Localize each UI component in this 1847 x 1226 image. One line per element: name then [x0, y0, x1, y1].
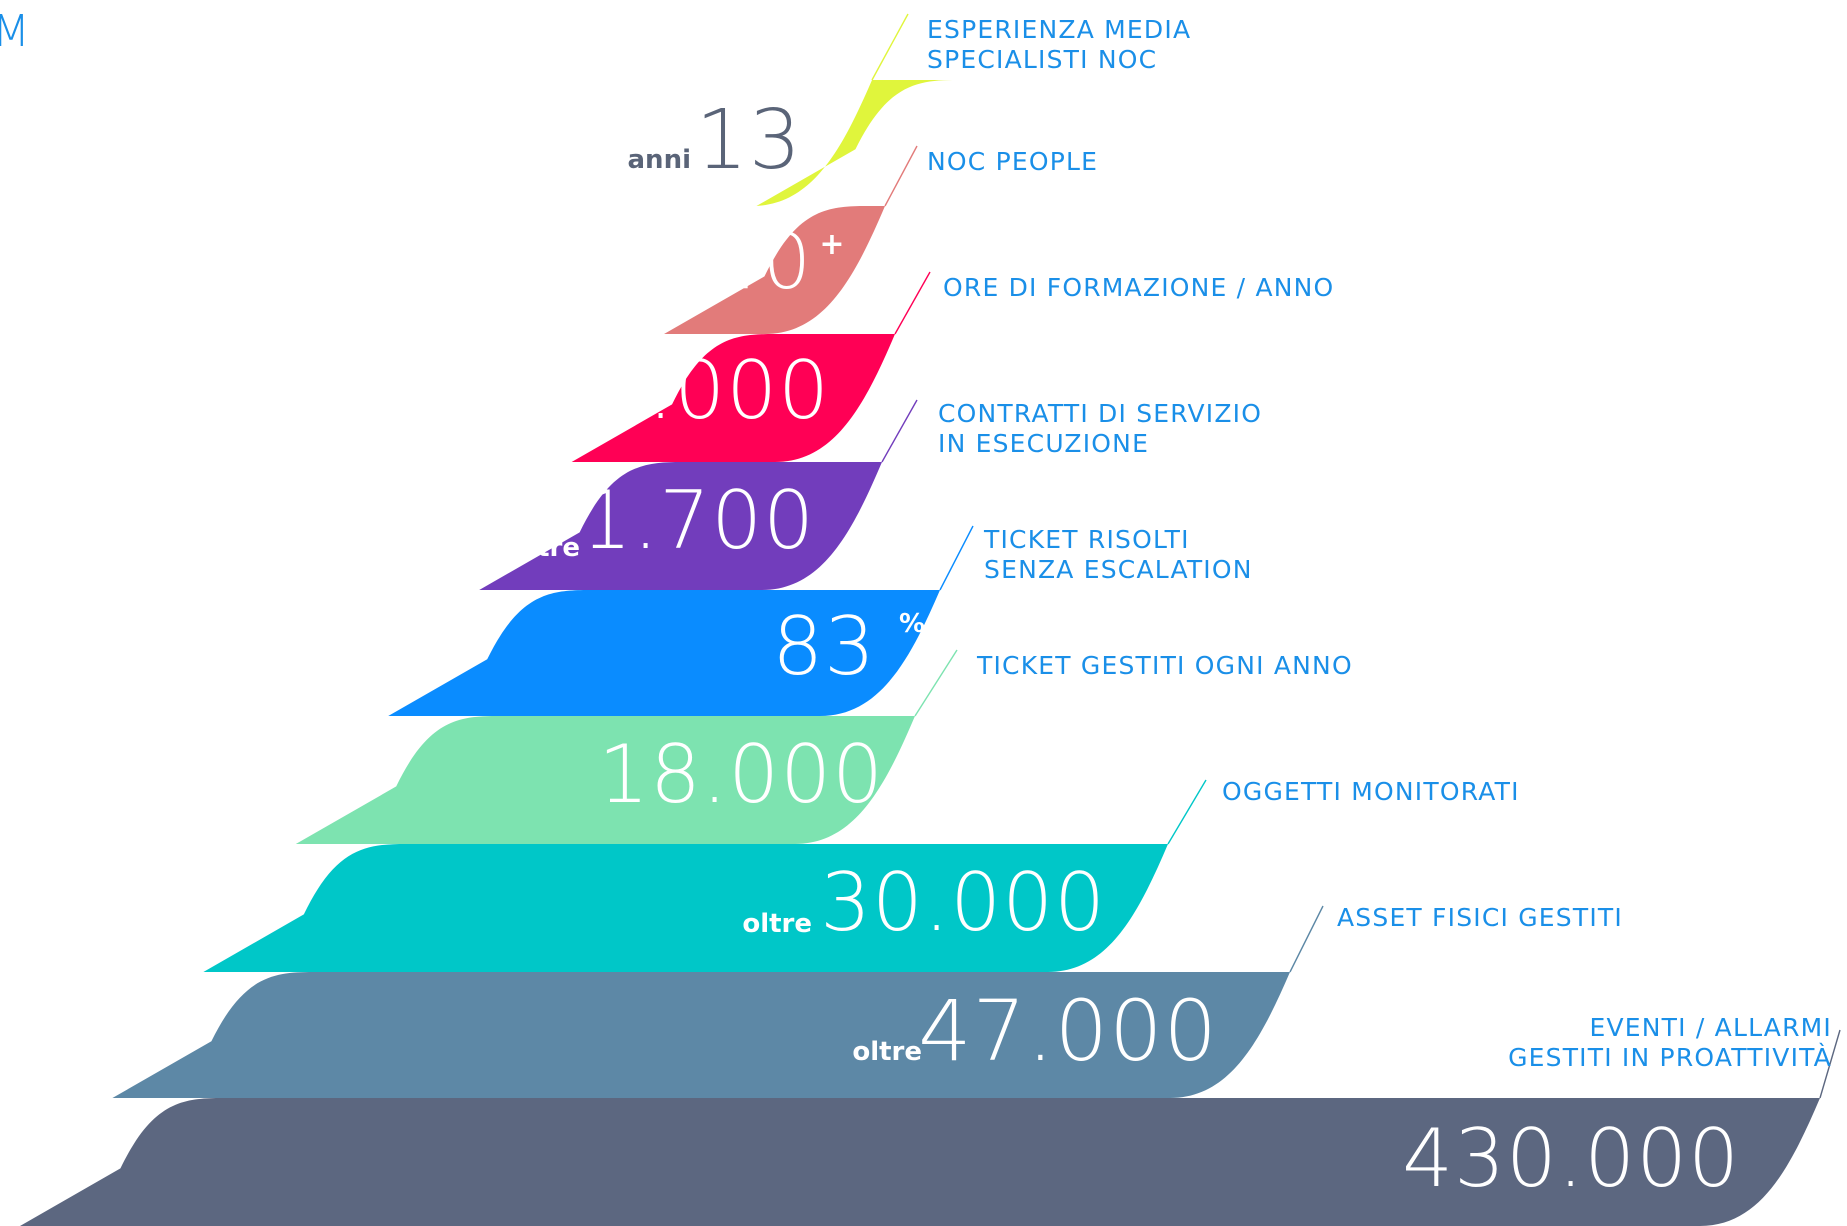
label-group-formazione: ORE DI FORMAZIONE / ANNO [894, 271, 1334, 335]
tier-band-esperienza [752, 80, 958, 206]
tier-asset [112, 972, 1291, 1098]
tier-value-group-noc-people: 40 + [713, 217, 844, 306]
tier-band-eventi [20, 1098, 1820, 1226]
tier-value: 30.000 [820, 856, 1106, 949]
tier-prefix: oltre [742, 909, 812, 939]
tier-label-line: TICKET GESTITI OGNI ANNO [976, 651, 1353, 680]
tier-value: 430.000 [1402, 1112, 1740, 1205]
tier-ticket-gestiti [295, 716, 915, 844]
tier-value-group-oggetti: 30.000 oltre [742, 856, 1106, 949]
tier-label-line: ASSET FISICI GESTITI [1337, 903, 1623, 932]
tier-prefix: anni [628, 145, 691, 175]
tier-contratti [479, 462, 882, 590]
tier-value: 47.000 [918, 982, 1218, 1080]
leader-line [1167, 779, 1207, 845]
label-group-ticket-gestiti: TICKET GESTITI OGNI ANNO [914, 649, 1353, 717]
tier-value: 40 [713, 217, 812, 306]
leader-line [881, 399, 918, 463]
leader-line [939, 525, 974, 591]
tier-eventi [20, 1098, 1820, 1226]
tier-noc-people [664, 206, 885, 334]
tier-prefix: oltre [852, 1037, 922, 1067]
tier-label-line: NOC PEOPLE [927, 147, 1098, 176]
tier-label-line: IN ESECUZIONE [938, 429, 1149, 458]
tier-band-oggetti [203, 844, 1169, 972]
tier-value: 18.000 [598, 728, 884, 821]
tier-formazione [571, 334, 895, 462]
tier-value: 83 [772, 600, 876, 693]
tier-label-line: ORE DI FORMAZIONE / ANNO [943, 273, 1334, 302]
tier-value: 1.700 [581, 474, 815, 567]
tier-value-group-eventi: 430.000 [1402, 1112, 1740, 1205]
tier-label-line: CONTRATTI DI SERVIZIO [938, 399, 1262, 428]
tier-label-line: SPECIALISTI NOC [927, 45, 1157, 74]
tier-ticket-risolti [388, 590, 941, 716]
tier-band-contratti [479, 462, 882, 590]
tier-value: 2.000 [596, 344, 830, 437]
tier-suffix: % [899, 609, 925, 639]
leader-line [1819, 1029, 1841, 1099]
tier-band-asset [112, 972, 1291, 1098]
tier-value-group-formazione: 2.000 [596, 344, 830, 437]
tier-band-ticket-risolti [388, 590, 941, 716]
leader-line [871, 13, 909, 81]
tier-esperienza [752, 80, 958, 206]
label-group-noc-people: NOC PEOPLE [884, 145, 1098, 207]
tier-band-noc-people [664, 206, 885, 334]
label-group-asset: ASSET FISICI GESTITI [1289, 903, 1623, 973]
leader-line [914, 649, 958, 717]
corner-logo-fragment: M [0, 6, 30, 57]
tier-label-line: EVENTI / ALLARMI [1589, 1013, 1832, 1042]
leader-line [894, 271, 931, 335]
tier-label-line: OGGETTI MONITORATI [1222, 777, 1520, 806]
tier-prefix: oltre [510, 533, 580, 563]
tier-value-group-ticket-risolti: 83% [772, 600, 925, 693]
tier-label-line: SENZA ESCALATION [984, 555, 1253, 584]
tier-suffix: + [819, 227, 844, 262]
tier-band-formazione [571, 334, 895, 462]
tier-band-ticket-gestiti [295, 716, 915, 844]
tier-label-line: TICKET RISOLTI [983, 525, 1190, 554]
tier-label-line: ESPERIENZA MEDIA [927, 15, 1191, 44]
tier-label-line: GESTITI IN PROATTIVITÀ [1508, 1043, 1832, 1072]
tier-oggetti [203, 844, 1169, 972]
tier-value: 13 [696, 93, 802, 188]
tier-value-group-ticket-gestiti: 18.000 [598, 728, 884, 821]
label-group-oggetti: OGGETTI MONITORATI [1167, 777, 1520, 845]
leader-line [1289, 905, 1324, 973]
leader-line [884, 145, 918, 207]
